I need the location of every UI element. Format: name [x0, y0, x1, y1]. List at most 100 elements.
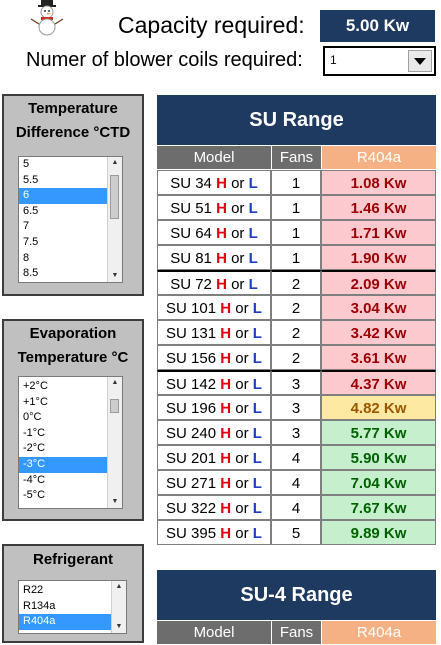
scroll-thumb[interactable] [110, 175, 119, 219]
or-text: or [231, 250, 245, 267]
list-option[interactable]: -4°C [23, 473, 46, 486]
h-variant: H [220, 376, 232, 393]
temp-diff-title-2: Difference °CTD [15, 124, 131, 141]
h-variant: H [220, 425, 232, 442]
h-variant: H [220, 400, 232, 417]
model-name: SU 201 [166, 450, 217, 467]
scroll-thumb[interactable] [110, 399, 119, 413]
capacity-cell: 4.37 Kw [321, 370, 436, 395]
list-option[interactable]: 5 [23, 158, 30, 170]
table-row: SU 156 H or L 2 3.61 Kw [157, 345, 436, 370]
capacity-cell: 1.71 Kw [321, 220, 436, 245]
fans-cell: 2 [271, 345, 321, 370]
capacity-cell: 2.09 Kw [321, 270, 436, 295]
scroll-down-icon[interactable]: ▼ [115, 623, 123, 630]
dropdown-arrow-button[interactable] [408, 50, 432, 72]
or-text: or [231, 225, 245, 242]
or-text: or [235, 525, 249, 542]
list-option[interactable]: R22 [23, 584, 44, 596]
temp-diff-listbox[interactable]: 5 5.5 6 6.5 7 7.5 8 8.5 ▲ ▼ [18, 156, 123, 283]
list-option[interactable]: R404a [19, 614, 111, 630]
fans-cell: 3 [271, 420, 321, 445]
evap-panel: Evaporation Temperature °C +2°C +1°C 0°C -1… [2, 319, 144, 521]
coils-value: 1 [330, 53, 337, 67]
model-name: SU 395 [166, 525, 217, 542]
list-option[interactable]: 5.5 [23, 173, 39, 186]
list-option[interactable]: 8 [23, 251, 30, 264]
or-text: or [235, 325, 249, 342]
list-option[interactable]: 8.5 [23, 267, 39, 280]
h-variant: H [220, 350, 232, 367]
model-cell: SU 196 H or L [157, 395, 271, 420]
list-option[interactable]: 7.5 [23, 235, 39, 248]
model-cell: SU 81 H or L [157, 245, 271, 270]
table-row: SU 271 H or L 4 7.04 Kw [157, 470, 436, 495]
su-range-title: SU Range [157, 95, 436, 145]
or-text: or [231, 200, 245, 217]
capacity-cell: 7.04 Kw [321, 470, 436, 495]
scroll-down-icon[interactable]: ▼ [111, 272, 119, 279]
evap-scrollbar[interactable]: ▲ ▼ [107, 377, 122, 508]
model-cell: SU 64 H or L [157, 220, 271, 245]
refrigerant-panel: Refrigerant R22 R134a R404a ▲ ▼ [2, 544, 144, 643]
coils-dropdown[interactable]: 1 [323, 46, 436, 76]
scroll-up-icon[interactable]: ▲ [115, 583, 123, 590]
list-option[interactable]: -5°C [23, 489, 46, 502]
fans-cell: 2 [271, 295, 321, 320]
h-variant: H [220, 500, 232, 517]
refrigerant-scrollbar[interactable]: ▲ ▼ [111, 581, 126, 633]
model-cell: SU 201 H or L [157, 445, 271, 470]
or-text: or [235, 300, 249, 317]
h-variant: H [220, 450, 232, 467]
list-option[interactable]: 6 [19, 188, 107, 204]
model-cell: SU 240 H or L [157, 420, 271, 445]
scroll-up-icon[interactable]: ▲ [111, 379, 119, 386]
l-variant: L [252, 350, 262, 367]
scroll-up-icon[interactable]: ▲ [111, 159, 119, 166]
fans-cell: 1 [271, 170, 321, 195]
evap-listbox[interactable]: +2°C +1°C 0°C -1°C -2°C -3°C -4°C -5°C ▲ ▼ [18, 376, 123, 509]
l-variant: L [252, 325, 262, 342]
capacity-cell: 3.04 Kw [321, 295, 436, 320]
or-text: or [235, 475, 249, 492]
model-cell: SU 101 H or L [157, 295, 271, 320]
table-row: SU 131 H or L 2 3.42 Kw [157, 320, 436, 345]
capacity-cell: 5.90 Kw [321, 445, 436, 470]
list-option[interactable]: -1°C [23, 426, 46, 439]
list-option[interactable]: -2°C [23, 442, 46, 455]
capacity-cell: 9.89 Kw [321, 520, 436, 545]
su4-col-header-refrigerant: R404a [322, 621, 436, 644]
list-option[interactable]: -3°C [19, 456, 107, 473]
col-header-fans: Fans [272, 146, 321, 169]
model-name: SU 64 [170, 225, 212, 242]
model-name: SU 131 [166, 325, 217, 342]
fans-cell: 1 [271, 220, 321, 245]
list-option[interactable]: 0°C [23, 411, 42, 424]
refrigerant-listbox[interactable]: R22 R134a R404a ▲ ▼ [18, 580, 127, 634]
l-variant: L [252, 300, 262, 317]
or-text: or [235, 450, 249, 467]
scroll-down-icon[interactable]: ▼ [111, 498, 119, 505]
h-variant: H [216, 175, 227, 192]
model-name: SU 142 [166, 376, 217, 393]
or-text: or [235, 376, 249, 393]
list-option[interactable]: R134a [23, 599, 56, 612]
capacity-cell: 4.82 Kw [321, 395, 436, 420]
or-text: or [231, 276, 245, 293]
model-cell: SU 72 H or L [157, 270, 271, 295]
list-option[interactable]: +2°C [23, 380, 48, 392]
list-option[interactable]: 7 [23, 220, 30, 233]
temp-diff-scrollbar[interactable]: ▲ ▼ [107, 157, 122, 282]
or-text: or [235, 500, 249, 517]
fans-cell: 1 [271, 245, 321, 270]
list-option[interactable]: 6.5 [23, 204, 39, 217]
list-option[interactable]: +1°C [23, 395, 48, 408]
l-variant: L [252, 376, 262, 393]
table-row: SU 34 H or L 1 1.08 Kw [157, 170, 436, 195]
capacity-cell: 5.77 Kw [321, 420, 436, 445]
capacity-cell: 7.67 Kw [321, 495, 436, 520]
table-row: SU 322 H or L 4 7.67 Kw [157, 495, 436, 520]
model-name: SU 101 [166, 300, 217, 317]
h-variant: H [216, 250, 227, 267]
capacity-value: 5.00 Kw [320, 10, 435, 42]
